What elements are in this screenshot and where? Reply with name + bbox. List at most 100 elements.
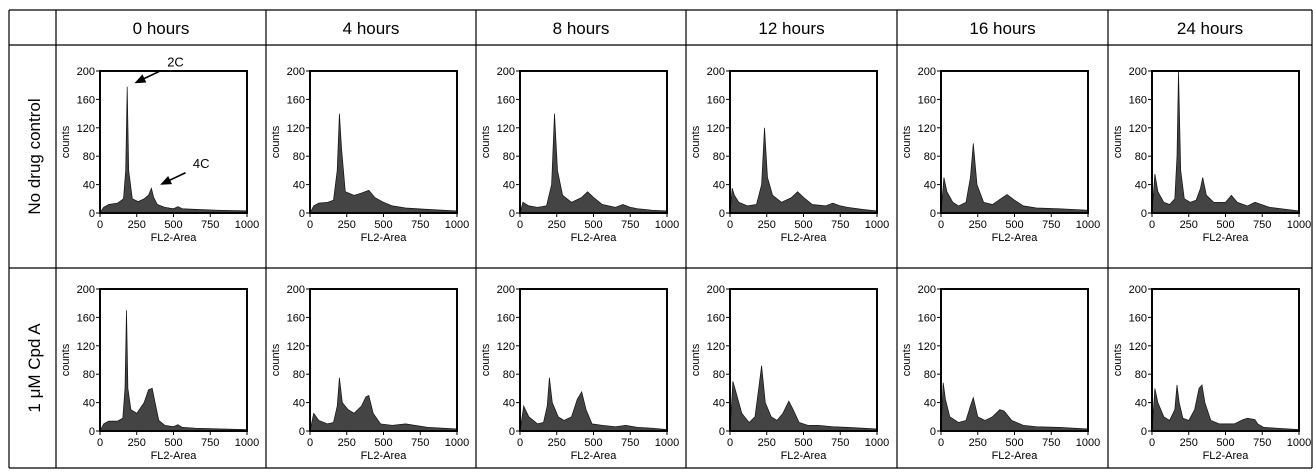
annotation-arrow-shaft [167, 171, 186, 183]
y-tick-label: 40 [83, 398, 95, 410]
x-axis-label: FL2-Area [992, 450, 1039, 462]
histogram-area [99, 310, 248, 432]
y-tick-label: 0 [299, 426, 305, 438]
y-tick-label: 120 [77, 341, 95, 353]
x-tick-label: 0 [938, 219, 944, 231]
y-axis-label: counts [60, 343, 72, 376]
x-tick-label: 500 [1005, 219, 1023, 231]
y-tick-label: 160 [77, 94, 95, 106]
x-tick-label: 1000 [655, 437, 679, 449]
y-tick-label: 200 [918, 66, 936, 78]
x-tick-label: 500 [164, 219, 182, 231]
y-axis-label: counts [1112, 343, 1124, 376]
x-tick-label: 500 [1216, 219, 1234, 231]
x-axis-label: FL2-Area [151, 232, 198, 244]
column-header: 24 hours [1177, 19, 1243, 38]
x-tick-label: 500 [374, 219, 392, 231]
x-tick-label: 750 [831, 437, 849, 449]
y-tick-label: 0 [89, 208, 95, 220]
y-tick-label: 200 [287, 284, 305, 296]
plot-frame [99, 288, 248, 432]
x-tick-label: 0 [97, 437, 103, 449]
x-tick-label: 1000 [235, 219, 259, 231]
x-tick-label: 250 [969, 437, 987, 449]
y-tick-label: 40 [293, 180, 305, 192]
y-tick-label: 160 [287, 312, 305, 324]
x-tick-label: 0 [517, 219, 523, 231]
y-tick-label: 160 [1129, 94, 1147, 106]
y-axis-label: counts [270, 125, 282, 158]
x-tick-label: 0 [307, 437, 313, 449]
x-axis-label: FL2-Area [781, 232, 828, 244]
x-tick-label: 750 [621, 437, 639, 449]
annotation-arrow-shaft [141, 70, 161, 81]
y-axis-label: counts [901, 343, 913, 376]
y-axis-label: counts [480, 343, 492, 376]
plot-frame [729, 288, 878, 432]
x-tick-label: 750 [201, 219, 219, 231]
annotation-arrow-head [134, 74, 147, 84]
y-tick-label: 40 [503, 180, 515, 192]
y-tick-label: 120 [918, 123, 936, 135]
y-tick-label: 0 [1141, 426, 1147, 438]
histogram-area [940, 143, 1089, 214]
x-tick-label: 0 [1149, 219, 1155, 231]
x-tick-label: 1000 [865, 437, 889, 449]
plot-frame [729, 70, 878, 214]
y-tick-label: 80 [503, 369, 515, 381]
y-tick-label: 120 [707, 123, 725, 135]
x-tick-label: 250 [758, 219, 776, 231]
y-tick-label: 0 [89, 426, 95, 438]
x-tick-label: 1000 [865, 219, 889, 231]
annotation-label: 2C [167, 55, 184, 70]
x-tick-label: 0 [307, 219, 313, 231]
y-tick-label: 120 [1129, 341, 1147, 353]
histogram-area [309, 113, 458, 214]
y-tick-label: 40 [1135, 180, 1147, 192]
x-tick-label: 1000 [1076, 437, 1100, 449]
x-tick-label: 500 [584, 437, 602, 449]
y-axis-label: counts [480, 125, 492, 158]
y-tick-label: 40 [503, 398, 515, 410]
x-tick-label: 750 [201, 437, 219, 449]
x-tick-label: 250 [338, 437, 356, 449]
y-tick-label: 0 [719, 208, 725, 220]
column-header: 4 hours [343, 19, 400, 38]
column-header: 0 hours [133, 19, 190, 38]
y-tick-label: 80 [293, 369, 305, 381]
x-axis-label: FL2-Area [1203, 232, 1250, 244]
x-axis-label: FL2-Area [992, 232, 1039, 244]
x-tick-label: 750 [621, 219, 639, 231]
y-tick-label: 0 [1141, 208, 1147, 220]
x-tick-label: 500 [794, 219, 812, 231]
x-tick-label: 250 [1180, 437, 1198, 449]
x-tick-label: 500 [794, 437, 812, 449]
x-tick-label: 250 [1180, 219, 1198, 231]
y-tick-label: 160 [287, 94, 305, 106]
y-tick-label: 120 [497, 341, 515, 353]
histogram-area [940, 382, 1089, 432]
x-tick-label: 250 [338, 219, 356, 231]
x-axis-label: FL2-Area [781, 450, 828, 462]
y-tick-label: 80 [924, 151, 936, 163]
histogram-area [1151, 70, 1300, 214]
y-tick-label: 0 [299, 208, 305, 220]
y-tick-label: 120 [497, 123, 515, 135]
y-tick-label: 80 [924, 369, 936, 381]
column-header: 16 hours [969, 19, 1035, 38]
annotation-label: 4C [193, 156, 210, 171]
x-tick-label: 1000 [1287, 437, 1311, 449]
y-tick-label: 120 [287, 123, 305, 135]
x-tick-label: 750 [1042, 219, 1060, 231]
y-tick-label: 80 [713, 151, 725, 163]
y-tick-label: 120 [707, 341, 725, 353]
x-tick-label: 1000 [445, 437, 469, 449]
y-tick-label: 200 [1129, 66, 1147, 78]
y-tick-label: 80 [293, 151, 305, 163]
y-tick-label: 40 [1135, 398, 1147, 410]
y-tick-label: 200 [77, 66, 95, 78]
y-tick-label: 120 [1129, 123, 1147, 135]
histogram-area [519, 113, 668, 214]
x-tick-label: 250 [969, 219, 987, 231]
